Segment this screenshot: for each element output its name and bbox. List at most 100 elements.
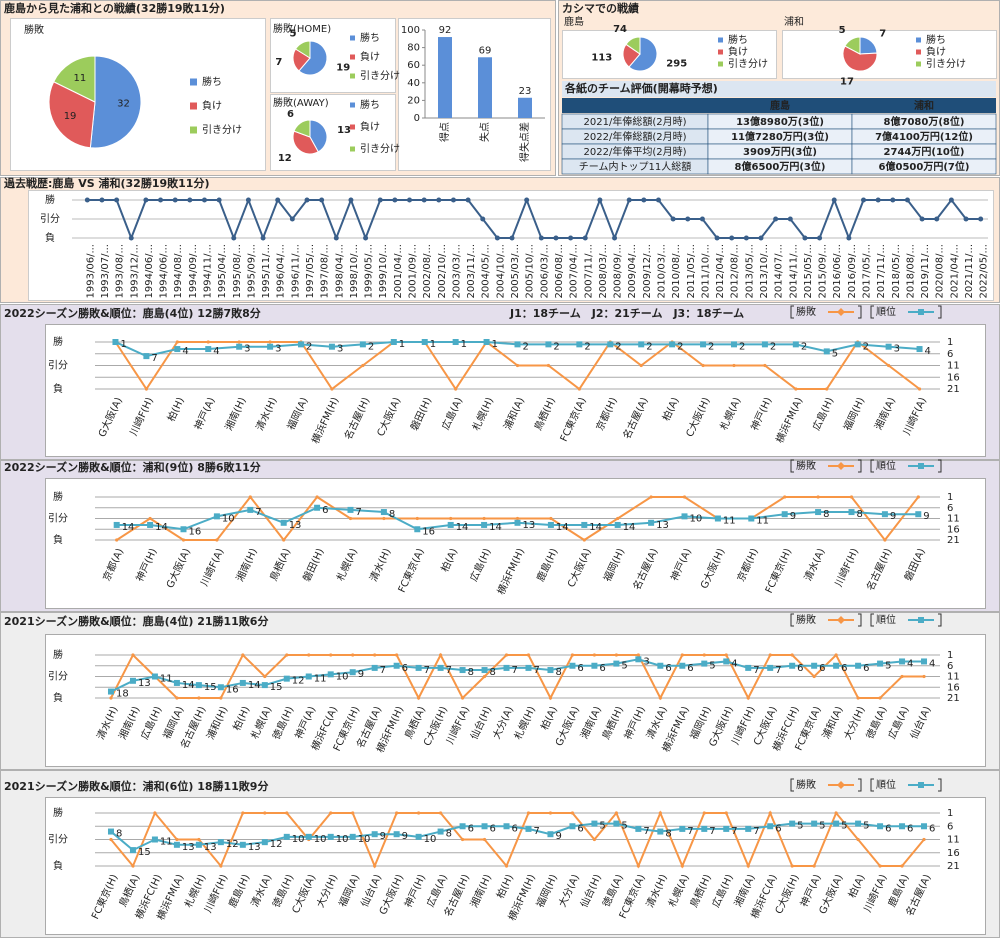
point	[881, 511, 888, 518]
point	[877, 660, 884, 667]
point	[260, 235, 266, 241]
point	[421, 197, 427, 203]
point	[545, 341, 552, 348]
point	[657, 662, 664, 669]
y-tick-label: 負	[45, 232, 55, 244]
data-label: 11	[160, 837, 173, 848]
data-label: 8	[555, 667, 561, 678]
x-tick-label: 2012/04/...	[715, 244, 726, 298]
x-tick-label: 2015/09/...	[818, 244, 829, 298]
data-label: 2	[523, 341, 529, 352]
x-tick-label: 2008/09/...	[613, 244, 624, 298]
point	[348, 516, 353, 521]
y-tick-label: 引分	[48, 671, 68, 683]
y2-tick-label: 11	[947, 361, 960, 372]
data-label: 6	[863, 663, 869, 674]
point	[143, 197, 149, 203]
x-tick-label: 2005/10/...	[525, 244, 536, 298]
x-tick-label: 1997/08/...	[320, 244, 331, 298]
x-tick-label: 2018/08/...	[905, 244, 916, 298]
point	[701, 825, 708, 832]
table-header: 鹿島	[770, 99, 790, 112]
point	[236, 343, 243, 350]
point	[547, 521, 554, 528]
data-label: 9	[923, 511, 929, 522]
data-label: 7	[643, 826, 649, 837]
y-tick-label: 0	[414, 113, 420, 124]
point	[549, 516, 553, 521]
data-label: 8	[823, 509, 829, 520]
x-tick-label: 2022/05/...	[979, 244, 990, 298]
point	[482, 674, 487, 679]
point	[548, 811, 553, 815]
data-label: 7	[731, 826, 737, 837]
point	[268, 340, 272, 344]
point	[768, 653, 772, 657]
data-label: 8	[389, 509, 395, 520]
point	[781, 511, 788, 518]
slice-label: 19	[64, 111, 77, 122]
point	[481, 823, 488, 830]
point	[382, 516, 386, 521]
point	[151, 836, 158, 843]
y2-tick-label: 6	[947, 503, 953, 514]
data-label: 10	[690, 513, 703, 524]
legend-label: 勝敗	[796, 613, 816, 626]
point	[614, 521, 621, 528]
x-tick-label: 1994/06/...	[144, 244, 155, 298]
point	[305, 673, 312, 680]
legend-marker	[918, 617, 924, 623]
x-tick-label: 1999/05/...	[364, 244, 375, 298]
point	[553, 235, 559, 241]
pie-slice	[293, 119, 311, 138]
point	[616, 516, 620, 521]
data-label: 8	[665, 829, 671, 840]
pie-title: 勝敗(HOME)	[273, 22, 331, 35]
point	[790, 864, 794, 868]
point	[723, 825, 730, 832]
point	[582, 235, 588, 241]
data-label: 11	[756, 516, 769, 527]
point	[153, 811, 157, 815]
y-tick-label: 60	[407, 60, 420, 71]
legend-label: 負け	[360, 121, 380, 133]
data-label: 13	[656, 520, 669, 531]
y-tick-label: 引分	[48, 360, 68, 372]
point	[883, 538, 887, 542]
point	[481, 521, 488, 528]
point	[459, 823, 466, 830]
point	[417, 696, 421, 700]
x-tick-label: 得点	[439, 122, 451, 142]
point	[811, 662, 818, 669]
legend-label: 勝敗	[796, 459, 816, 472]
chart-box	[782, 30, 997, 79]
point	[577, 387, 581, 391]
point	[349, 669, 356, 676]
point	[592, 837, 597, 842]
legend-bracket	[870, 778, 874, 792]
point	[172, 197, 178, 203]
x-tick-label: 2007/11/...	[583, 244, 594, 298]
point	[638, 341, 645, 348]
point	[197, 837, 201, 842]
chart-title: 2021シーズン勝敗&順位：鹿島(4位) 21勝11敗6分	[4, 614, 268, 628]
point	[525, 825, 532, 832]
x-tick-label: 1998/10/...	[349, 244, 360, 298]
y2-tick-label: 16	[947, 372, 960, 383]
point	[217, 839, 224, 846]
data-label: 1	[461, 339, 467, 350]
bar	[438, 37, 452, 118]
point	[612, 235, 618, 241]
y2-tick-label: 11	[947, 514, 960, 525]
data-label: 6	[402, 663, 408, 674]
x-tick-label: 1999/10/...	[378, 244, 389, 298]
legend-label: 順位	[876, 613, 896, 626]
point	[768, 811, 772, 815]
series-line	[87, 197, 981, 241]
legend-swatch	[916, 37, 921, 43]
data-label: 3	[894, 344, 900, 355]
point	[128, 235, 134, 241]
data-label: 5	[621, 821, 627, 832]
point	[825, 387, 829, 391]
chart-box	[270, 94, 396, 171]
